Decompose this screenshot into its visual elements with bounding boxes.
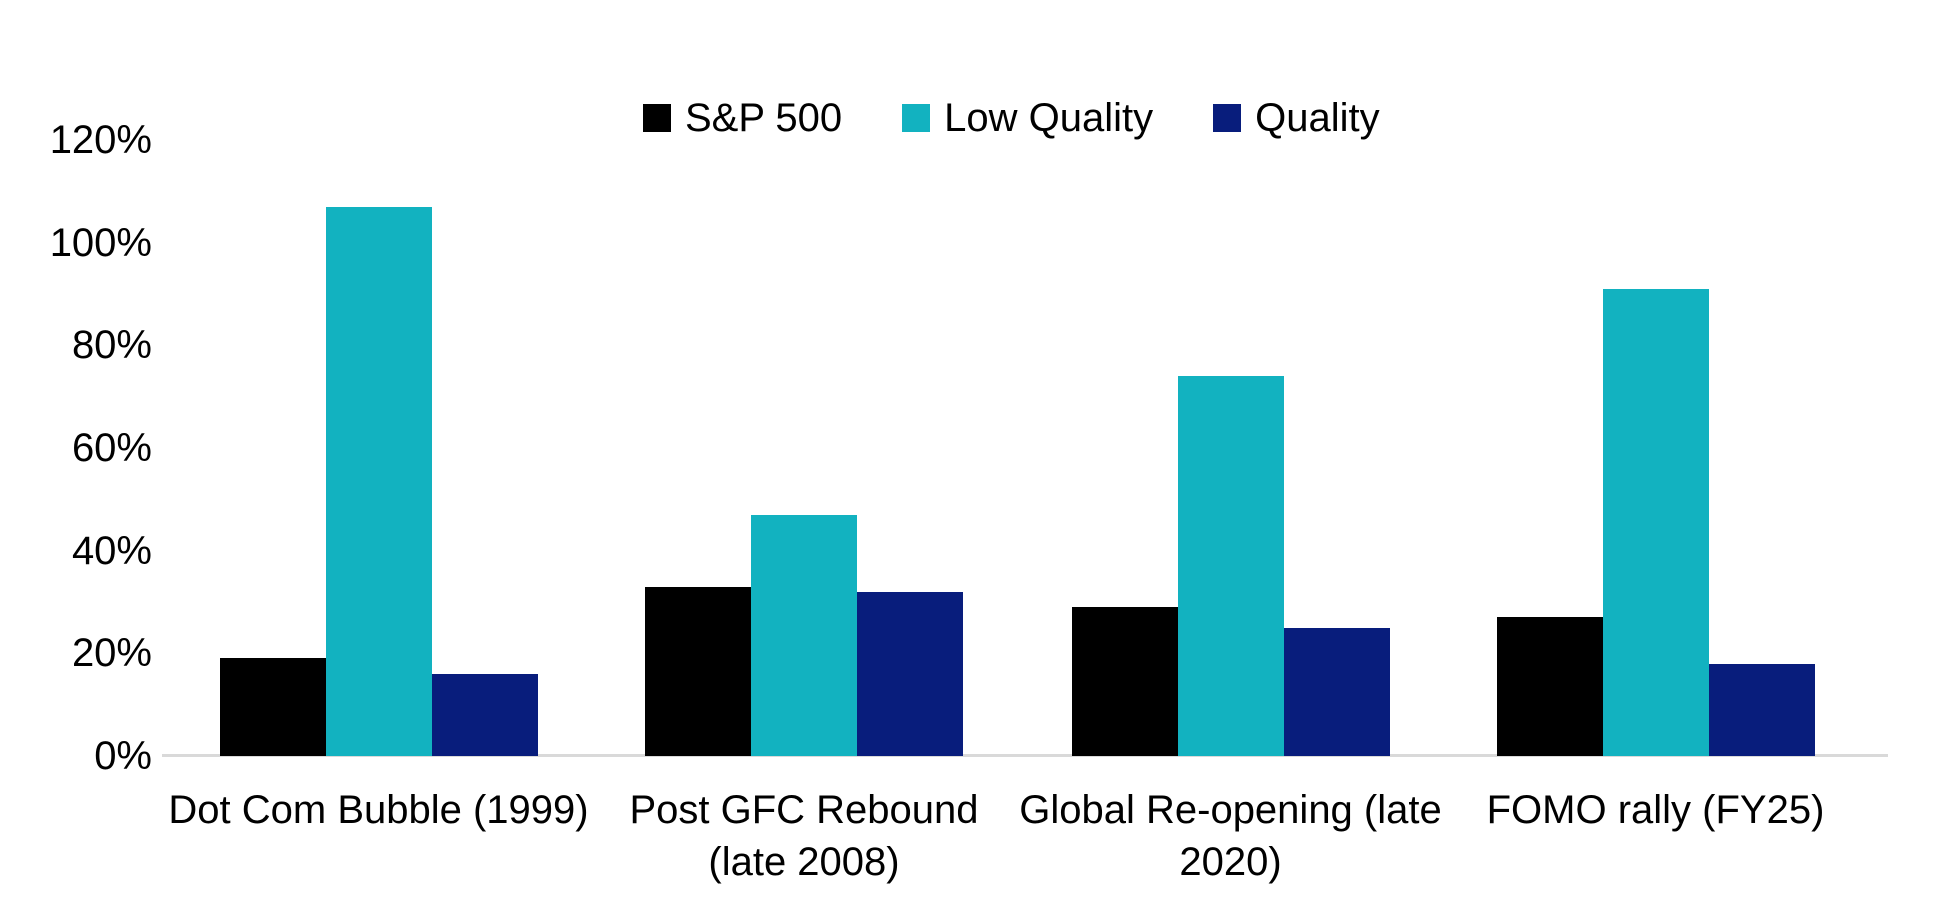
legend: S&P 500 Low Quality Quality	[643, 92, 1380, 144]
bar-sp500-group3	[1071, 607, 1178, 756]
bar-quality-group1	[431, 673, 538, 756]
x-axis-category-label: Global Re-opening (late 2020)	[1019, 788, 1442, 884]
legend-swatch-icon	[643, 104, 671, 132]
bar-quality-group3	[1283, 627, 1390, 756]
bar-low-quality-group2	[751, 514, 857, 756]
y-axis-tick-label: 60%	[71, 426, 152, 470]
y-axis-tick-label: 20%	[71, 631, 152, 676]
bar-low-quality-group1	[325, 206, 432, 756]
legend-swatch-icon	[1213, 104, 1242, 132]
bar-quality-group2	[857, 591, 963, 756]
bar-sp500-group2	[645, 586, 751, 756]
legend-label: S&P 500	[685, 96, 843, 140]
legend-item-low-quality: Low Quality	[902, 92, 1153, 144]
bar-low-quality-group3	[1177, 376, 1284, 756]
x-axis-category-label: FOMO rally (FY25)	[1486, 788, 1825, 832]
bar-quality-group4	[1708, 663, 1815, 756]
y-axis-tick-label: 120%	[49, 118, 152, 162]
legend-label: Low Quality	[944, 96, 1154, 140]
x-axis-category-label: Post GFC Rebound (late 2008)	[629, 788, 979, 884]
legend-item-quality: Quality	[1213, 92, 1380, 144]
y-axis-tick-label: 100%	[49, 220, 152, 265]
y-axis-tick-label: 0%	[94, 734, 152, 778]
legend-label: Quality	[1255, 96, 1380, 140]
legend-item-sp500: S&P 500	[643, 92, 842, 144]
legend-swatch-icon	[902, 104, 931, 132]
bar-low-quality-group4	[1602, 288, 1709, 756]
bar-sp500-group4	[1496, 617, 1603, 756]
y-axis-tick-label: 80%	[71, 323, 152, 368]
x-axis-category-label: Dot Com Bubble (1999)	[168, 788, 589, 832]
x-axis-line	[162, 754, 1888, 757]
y-axis-tick-label: 40%	[71, 528, 152, 573]
bar-sp500-group1	[219, 658, 326, 756]
